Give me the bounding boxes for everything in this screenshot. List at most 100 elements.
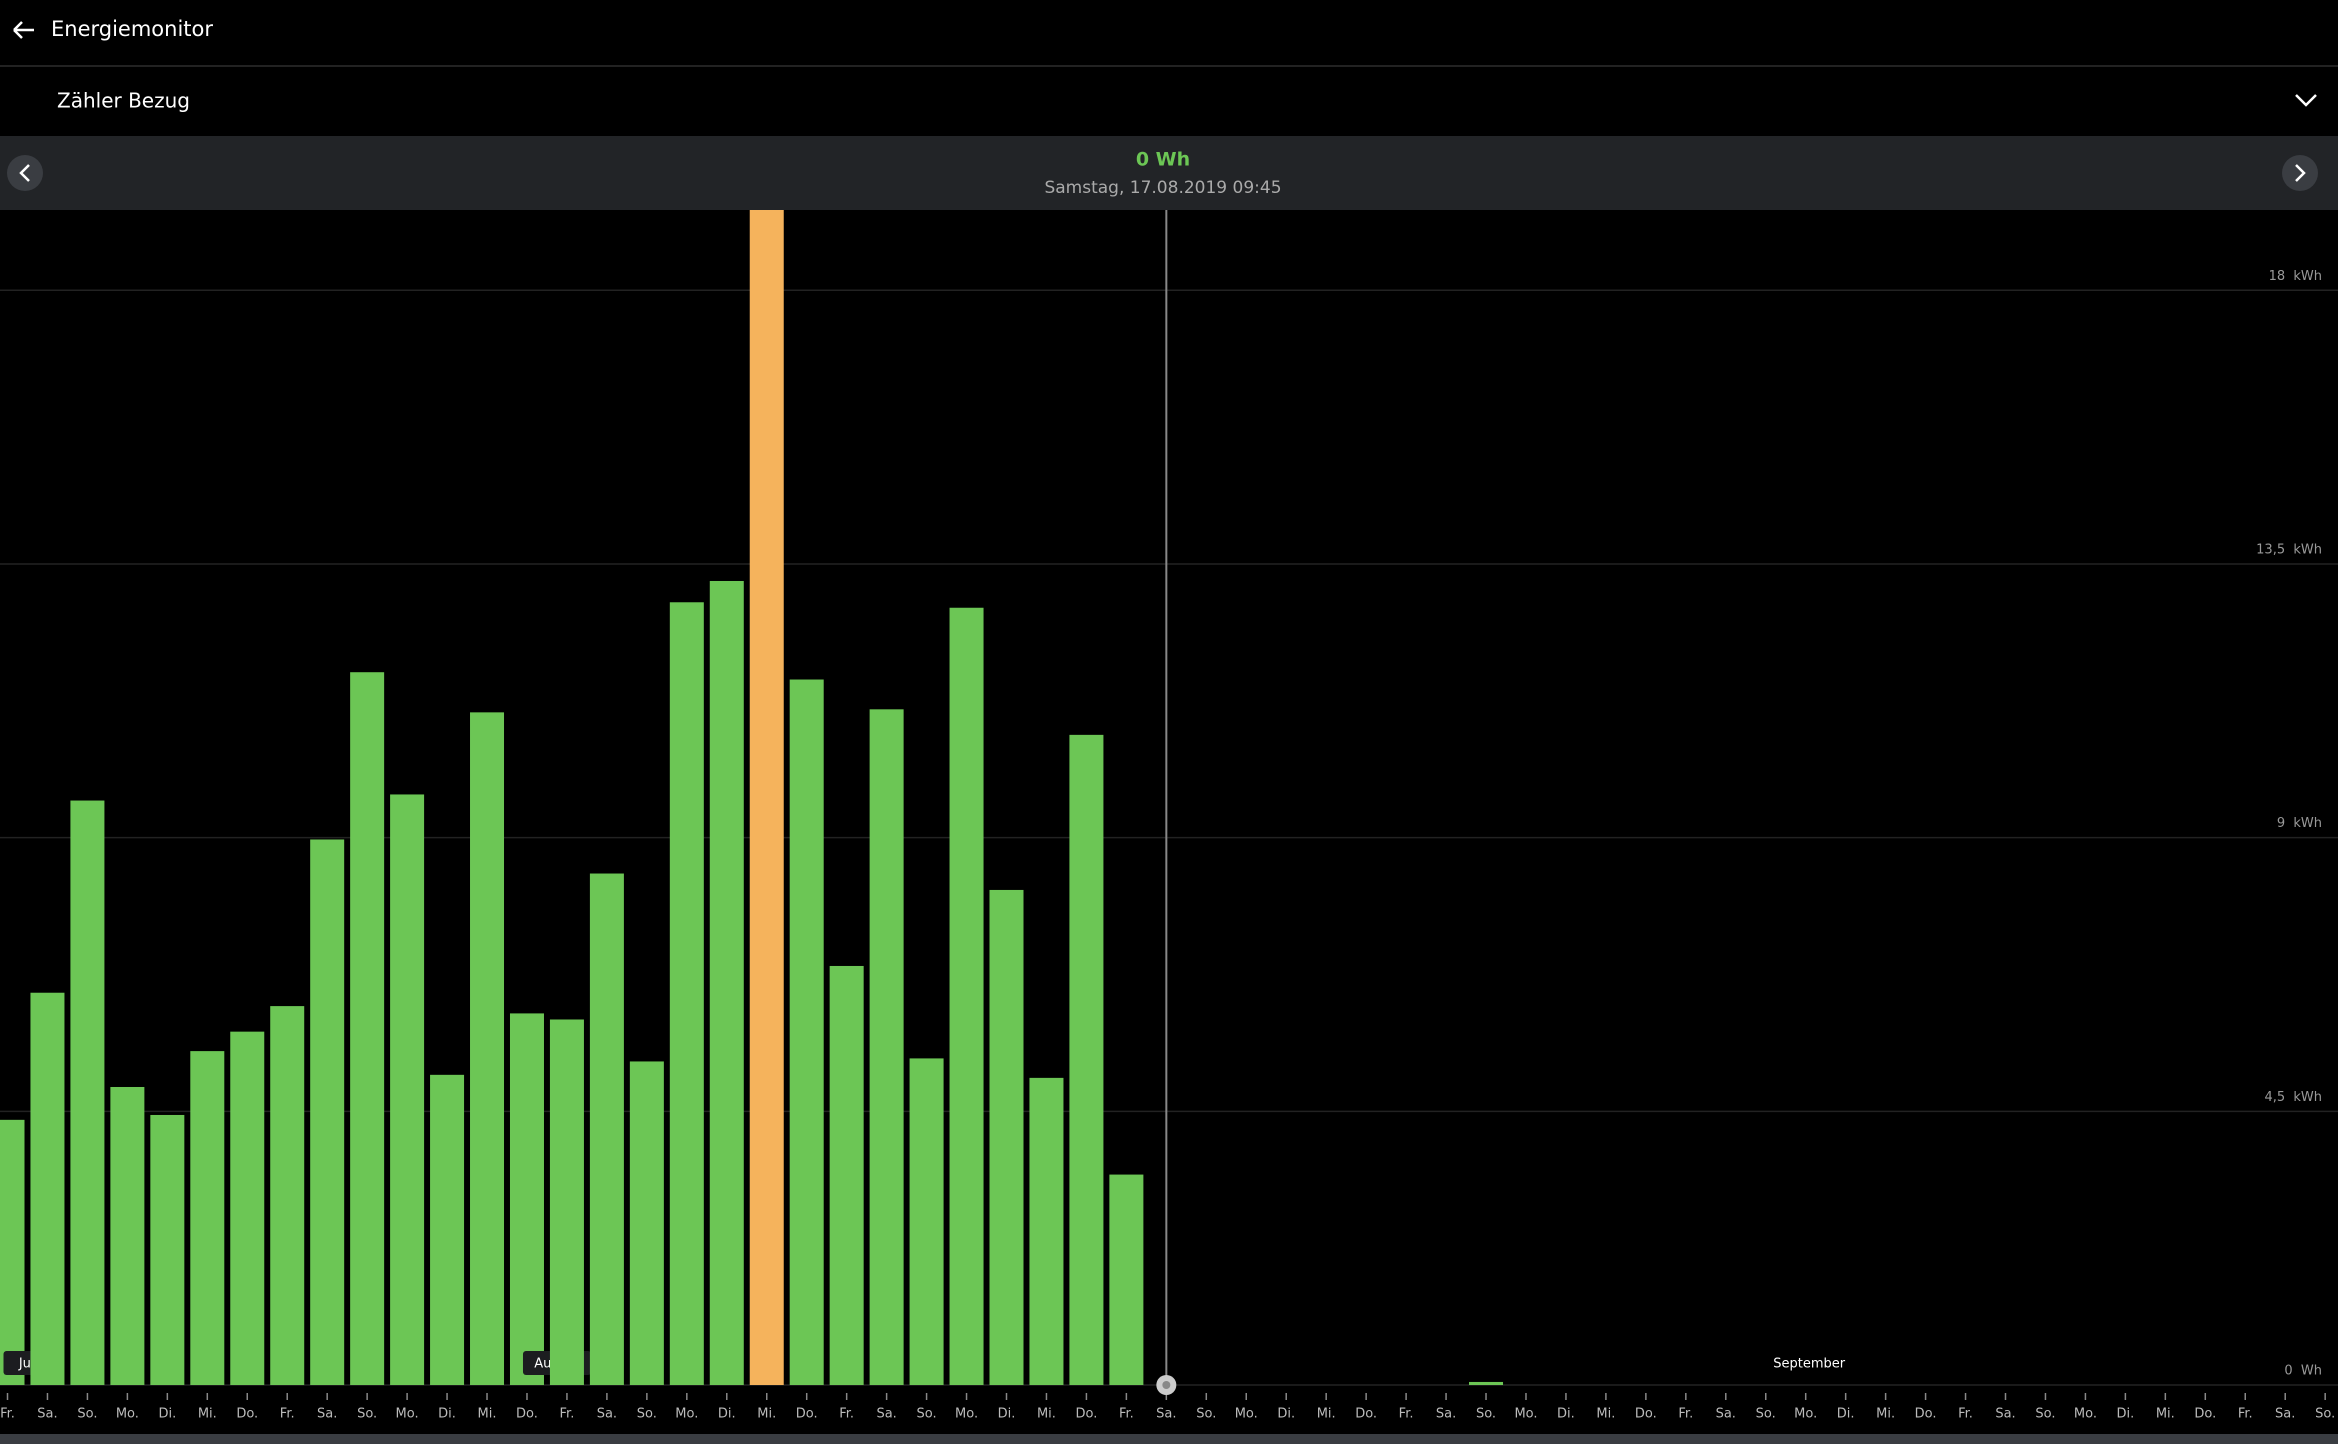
bottom-bar — [0, 1434, 2338, 1444]
bar — [789, 679, 824, 1385]
bar — [230, 1031, 265, 1385]
bar — [709, 580, 744, 1385]
bar — [629, 1061, 664, 1385]
prev-arrow — [19, 164, 30, 182]
x-tick-label: Sa. — [317, 1407, 337, 1422]
x-tick-label: Fr. — [1119, 1407, 1134, 1422]
bar — [110, 1086, 145, 1385]
meter-selector[interactable]: Zähler Bezug — [57, 89, 190, 113]
x-tick-label: Fr. — [0, 1407, 15, 1422]
x-tick-label: Mo. — [2074, 1407, 2097, 1422]
cursor-handle-dot — [1162, 1381, 1171, 1389]
x-tick-label: Mo. — [955, 1407, 978, 1422]
x-tick-label: Mi. — [757, 1407, 776, 1422]
bar — [989, 889, 1024, 1385]
y-tick-label: 0 Wh — [2284, 1364, 2322, 1379]
prev-button[interactable] — [7, 155, 43, 191]
x-tick-label: Di. — [1837, 1407, 1855, 1422]
bar — [1069, 734, 1104, 1385]
x-tick-label: Fr. — [280, 1407, 295, 1422]
bar — [1109, 1174, 1144, 1385]
x-tick-label: So. — [2315, 1407, 2335, 1422]
bar — [829, 965, 864, 1385]
x-tick-label: Fr. — [560, 1407, 575, 1422]
bar — [30, 992, 65, 1385]
bar — [70, 800, 105, 1385]
x-tick-label: Sa. — [597, 1407, 617, 1422]
x-tick-label: Do. — [1635, 1407, 1657, 1422]
bar — [150, 1114, 185, 1385]
x-tick-label: So. — [2035, 1407, 2055, 1422]
x-tick-label: Do. — [2194, 1407, 2216, 1422]
x-tick-label: Mi. — [1876, 1407, 1895, 1422]
x-tick-label: Do. — [516, 1407, 538, 1422]
app-title: Energiemonitor — [51, 17, 213, 41]
x-tick-label: So. — [77, 1407, 97, 1422]
x-tick-label: Sa. — [1716, 1407, 1736, 1422]
x-tick-label: Do. — [236, 1407, 258, 1422]
y-tick-label: 13,5 kWh — [2256, 542, 2322, 557]
x-tick-label: So. — [637, 1407, 657, 1422]
month-label: September — [1773, 1357, 1846, 1372]
x-tick-label: Fr. — [1958, 1407, 1973, 1422]
x-tick-label: Sa. — [1156, 1407, 1176, 1422]
x-tick-label: Di. — [718, 1407, 736, 1422]
bar — [390, 794, 425, 1385]
bar — [549, 1019, 584, 1385]
bar — [1469, 1381, 1504, 1385]
x-tick-label: Sa. — [1995, 1407, 2015, 1422]
bar — [270, 1006, 305, 1385]
x-tick-label: Do. — [1915, 1407, 1937, 1422]
bar — [350, 672, 385, 1385]
x-tick-label: Sa. — [876, 1407, 896, 1422]
x-tick-label: Mo. — [1235, 1407, 1258, 1422]
x-tick-label: Mo. — [675, 1407, 698, 1422]
x-tick-label: Mi. — [198, 1407, 217, 1422]
x-tick-label: So. — [357, 1407, 377, 1422]
x-tick-label: Di. — [2116, 1407, 2134, 1422]
x-tick-label: So. — [1756, 1407, 1776, 1422]
x-tick-label: Sa. — [2275, 1407, 2295, 1422]
y-tick-label: 18 kWh — [2269, 269, 2322, 284]
x-tick-label: Mo. — [116, 1407, 139, 1422]
x-tick-label: Di. — [1277, 1407, 1295, 1422]
x-tick-label: Do. — [1355, 1407, 1377, 1422]
bar — [310, 839, 345, 1385]
x-tick-label: Mi. — [478, 1407, 497, 1422]
bar — [430, 1074, 465, 1385]
x-tick-label: Mi. — [1596, 1407, 1615, 1422]
x-tick-label: Mo. — [1794, 1407, 1817, 1422]
bar — [0, 1119, 25, 1385]
bar — [949, 607, 984, 1385]
x-tick-label: Sa. — [1436, 1407, 1456, 1422]
readout-value: 0 Wh — [1136, 149, 1190, 171]
x-tick-label: Di. — [1557, 1407, 1575, 1422]
x-tick-label: Mo. — [396, 1407, 419, 1422]
x-tick-label: Di. — [998, 1407, 1016, 1422]
x-tick-label: So. — [917, 1407, 937, 1422]
x-tick-label: Do. — [1075, 1407, 1097, 1422]
x-tick-label: Fr. — [839, 1407, 854, 1422]
x-tick-label: Fr. — [2238, 1407, 2253, 1422]
next-button[interactable] — [2282, 155, 2318, 191]
x-tick-label: Fr. — [1678, 1407, 1693, 1422]
x-tick-label: Mi. — [2156, 1407, 2175, 1422]
x-tick-label: So. — [1476, 1407, 1496, 1422]
bar — [1029, 1077, 1064, 1385]
x-tick-label: Sa. — [37, 1407, 57, 1422]
bar — [669, 602, 704, 1385]
next-arrow — [2295, 164, 2306, 182]
back-button[interactable] — [13, 21, 34, 39]
x-tick-label: So. — [1196, 1407, 1216, 1422]
y-tick-label: 9 kWh — [2277, 816, 2322, 831]
x-tick-label: Mo. — [1514, 1407, 1537, 1422]
bar — [589, 873, 624, 1385]
dropdown-arrow[interactable] — [2295, 94, 2317, 107]
bar — [470, 712, 505, 1385]
bar — [190, 1051, 225, 1385]
x-tick-label: Fr. — [1399, 1407, 1414, 1422]
readout-date: Samstag, 17.08.2019 09:45 — [1044, 178, 1281, 198]
x-tick-label: Mi. — [1317, 1407, 1336, 1422]
